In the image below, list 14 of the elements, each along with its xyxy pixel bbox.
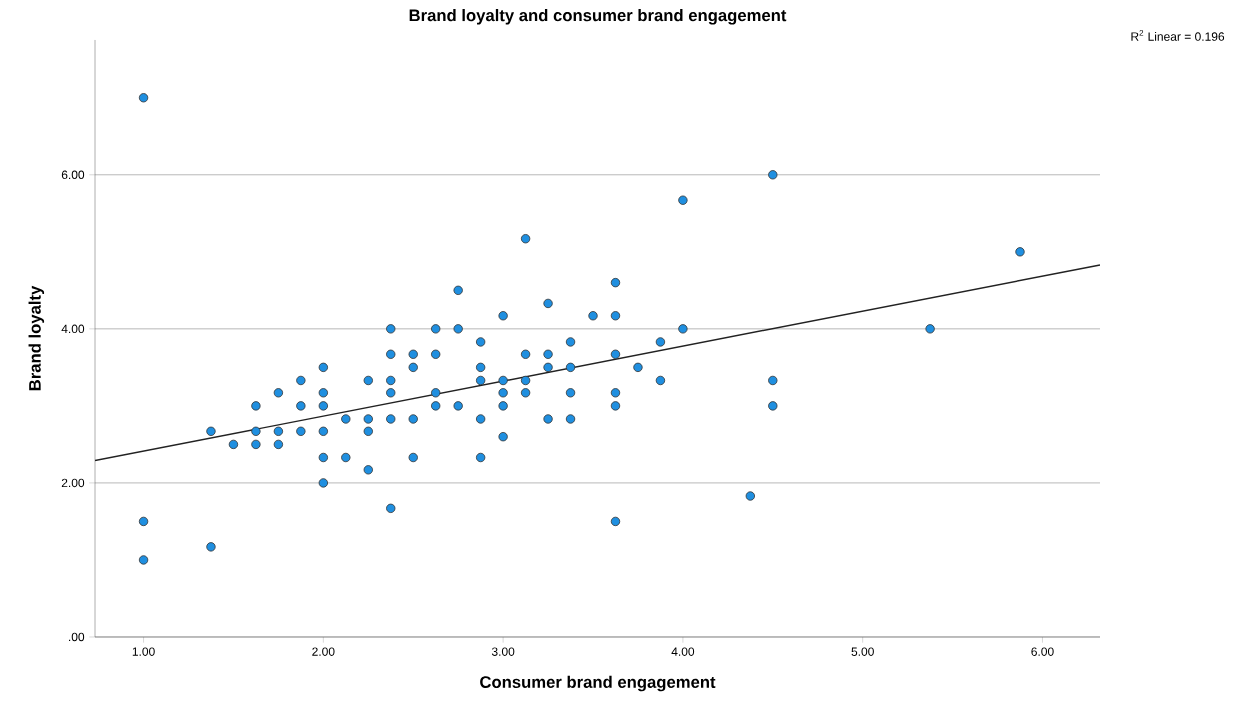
x-tick-label: 5.00 — [851, 647, 874, 656]
x-tick-label: 3.00 — [491, 647, 515, 656]
x-tick-label: 1.00 — [132, 647, 155, 656]
y-tick-label: 2.00 — [61, 478, 85, 488]
y-axis-title: Brand loyalty — [28, 285, 45, 391]
x-tick-label: 2.00 — [312, 647, 335, 656]
y-tick-label: .00 — [69, 632, 85, 642]
chart-title: Brand loyalty and consumer brand engagement — [409, 8, 787, 25]
text: R$^{2}$ Linear = 0.196 — [1131, 30, 1225, 41]
x-tick-label: 6.00 — [1031, 647, 1054, 656]
y-tick-label: 4.00 — [61, 324, 85, 334]
y-tick-label: 6.00 — [61, 170, 85, 180]
x-axis-title: Consumer brand engagement — [480, 675, 716, 692]
x-tick-label: 4.00 — [671, 647, 695, 656]
